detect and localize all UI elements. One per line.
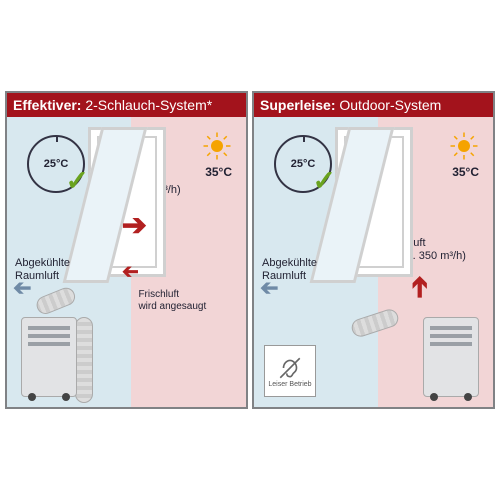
header-bold: Effektiver: [13, 97, 81, 113]
panel-header: Effektiver: 2-Schlauch-System* [7, 93, 246, 117]
panel-header: Superleise: Outdoor-System [254, 93, 493, 117]
intake-label: Frischluft wird angesaugt [138, 289, 206, 312]
arrow-intake: ➔ [122, 262, 139, 282]
temp-gauge: 25°C ✓ [274, 135, 332, 193]
sun-icon [449, 131, 479, 161]
sun-icon [202, 131, 232, 161]
outside-temp: 35°C [452, 165, 479, 179]
panel-outdoor: Superleise: Outdoor-System 25°C ✓ 35°C [252, 91, 495, 409]
header-rest: 2-Schlauch-System* [81, 97, 212, 113]
temp-gauge: 25°C ✓ [27, 135, 85, 193]
header-rest: Outdoor-System [335, 97, 441, 113]
cooled-label: Abgekühlte Raumluft [15, 257, 70, 282]
ear-icon [277, 355, 303, 381]
ac-outdoor-unit [423, 317, 479, 397]
ac-unit [21, 317, 77, 397]
quiet-badge: Leiser Betrieb [264, 345, 316, 397]
window [335, 127, 413, 277]
scene-left: 25°C ✓ 35°C Abluft (ca. 350 m³/h) [7, 117, 246, 407]
panel-two-hose: Effektiver: 2-Schlauch-System* 25°C ✓ 35… [5, 91, 248, 409]
header-bold: Superleise: [260, 97, 335, 113]
arrow-abluft-up: ➔ [405, 275, 433, 298]
hose-lower [75, 317, 93, 403]
cooled-label: Abgekühlte Raumluft [262, 257, 317, 282]
window [88, 127, 166, 277]
comparison-wrapper: Effektiver: 2-Schlauch-System* 25°C ✓ 35… [5, 91, 495, 409]
scene-right: 25°C ✓ 35°C Abluft (ca. 350 m³/h) [254, 117, 493, 407]
outside-temp: 35°C [205, 165, 232, 179]
arrow-abluft: ➔ [122, 211, 147, 241]
